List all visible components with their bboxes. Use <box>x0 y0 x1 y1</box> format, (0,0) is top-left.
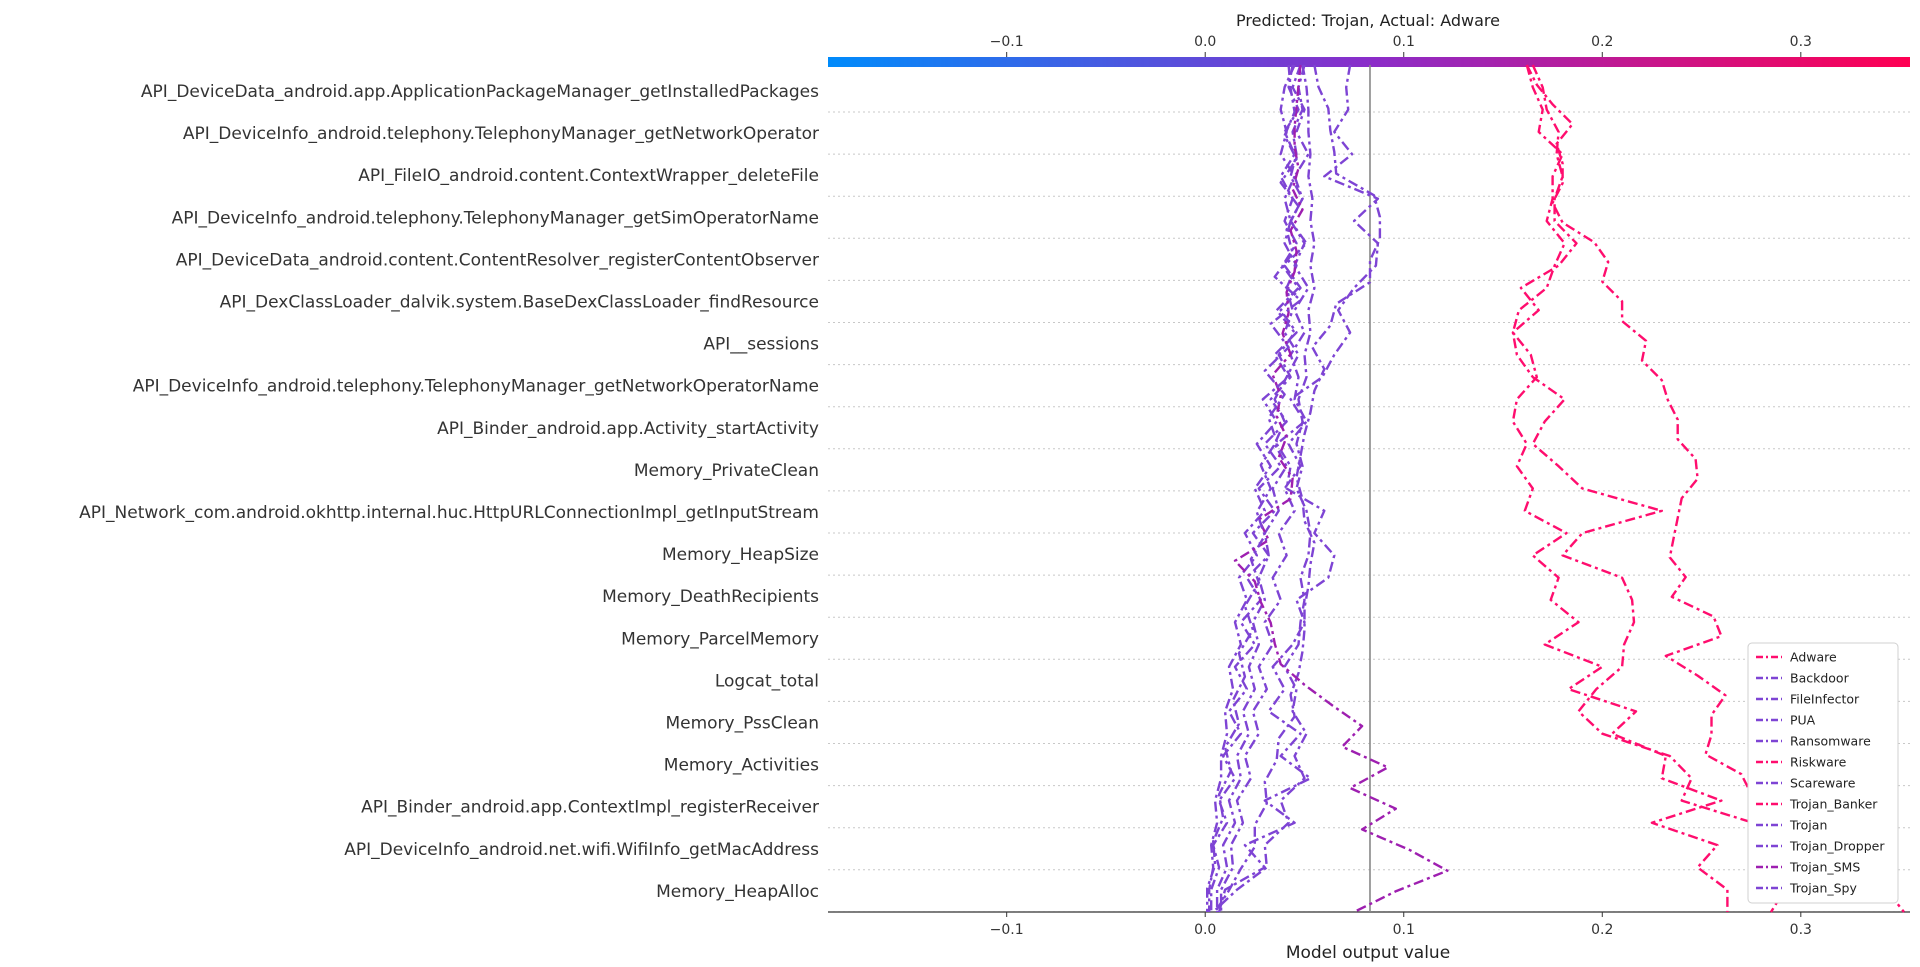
feature-label: API_Network_com.android.okhttp.internal.… <box>79 503 819 523</box>
legend-label: Trojan_SMS <box>1789 860 1860 875</box>
feature-label: API_DeviceInfo_android.telephony.Telepho… <box>133 377 819 397</box>
top-x-tick-label: −0.1 <box>990 34 1024 50</box>
series-line <box>1215 64 1300 912</box>
top-x-tick-label: 0.3 <box>1790 34 1812 50</box>
feature-label: Logcat_total <box>715 671 819 691</box>
feature-label: Memory_PrivateClean <box>634 461 819 481</box>
series-line <box>1511 64 1729 912</box>
legend: Adware Backdoor FileInfector PUA Ransomware R… <box>1747 642 1899 904</box>
series-line <box>1205 64 1302 912</box>
feature-label: API_DeviceData_android.app.ApplicationPa… <box>141 82 819 102</box>
feature-label: Memory_Activities <box>664 756 819 776</box>
bottom-x-tick-label: 0.3 <box>1790 922 1812 938</box>
bottom-x-tick-label: 0.2 <box>1591 922 1613 938</box>
feature-label: Memory_PssClean <box>665 714 819 734</box>
feature-labels: API_DeviceData_android.app.ApplicationPa… <box>79 82 819 902</box>
feature-label: API_FileIO_android.content.ContextWrappe… <box>358 166 819 186</box>
legend-label: Ransomware <box>1790 734 1871 749</box>
series-line <box>1212 64 1316 913</box>
top-x-tick-label: 0.1 <box>1393 34 1415 50</box>
feature-label: Memory_HeapSize <box>662 545 819 565</box>
feature-label: API_DeviceInfo_android.net.wifi.WifiInfo… <box>344 840 819 860</box>
top-x-tick-label: 0.0 <box>1194 34 1216 50</box>
legend-label: Trojan <box>1789 818 1827 833</box>
series-line <box>1525 64 1905 913</box>
series-line <box>1233 64 1449 914</box>
bottom-x-tick-label: 0.1 <box>1393 922 1415 938</box>
chart-title: Predicted: Trojan, Actual: Adware <box>1236 11 1500 30</box>
feature-label: API_DeviceData_android.content.ContentRe… <box>176 250 819 270</box>
series-line <box>1511 64 1793 913</box>
x-axis-label: Model output value <box>1286 943 1450 963</box>
feature-label: API_Binder_android.app.Activity_startAct… <box>437 419 819 439</box>
feature-label: Memory_HeapAlloc <box>656 882 819 902</box>
series-line <box>1207 64 1310 912</box>
top-x-tick-label: 0.2 <box>1591 34 1613 50</box>
legend-label: Trojan_Dropper <box>1789 839 1885 854</box>
feature-label: API__sessions <box>703 335 819 355</box>
feature-label: Memory_ParcelMemory <box>621 629 819 649</box>
bottom-x-tick-label: 0.0 <box>1194 922 1216 938</box>
series-line <box>1217 64 1380 913</box>
feature-label: API_DeviceInfo_android.telephony.Telepho… <box>172 208 819 228</box>
legend-label: PUA <box>1790 713 1816 728</box>
series-lines <box>1205 64 1905 914</box>
feature-label: API_Binder_android.app.ContextImpl_regis… <box>361 798 819 818</box>
bottom-x-tick-label: −0.1 <box>990 922 1024 938</box>
row-gridlines <box>828 111 1910 913</box>
legend-label: FileInfector <box>1790 692 1860 707</box>
legend-label: Backdoor <box>1790 671 1850 686</box>
feature-label: API_DexClassLoader_dalvik.system.BaseDex… <box>220 293 819 313</box>
series-line <box>1214 64 1382 913</box>
legend-label: Adware <box>1790 650 1837 665</box>
legend-box <box>1747 642 1899 904</box>
colorbar <box>828 57 1910 67</box>
legend-label: Trojan_Banker <box>1789 797 1878 812</box>
feature-label: Memory_DeathRecipients <box>602 587 819 607</box>
feature-label: API_DeviceInfo_android.telephony.Telepho… <box>183 124 819 144</box>
legend-label: Trojan_Spy <box>1789 881 1857 896</box>
legend-label: Scareware <box>1790 776 1856 791</box>
legend-label: Riskware <box>1790 755 1847 770</box>
